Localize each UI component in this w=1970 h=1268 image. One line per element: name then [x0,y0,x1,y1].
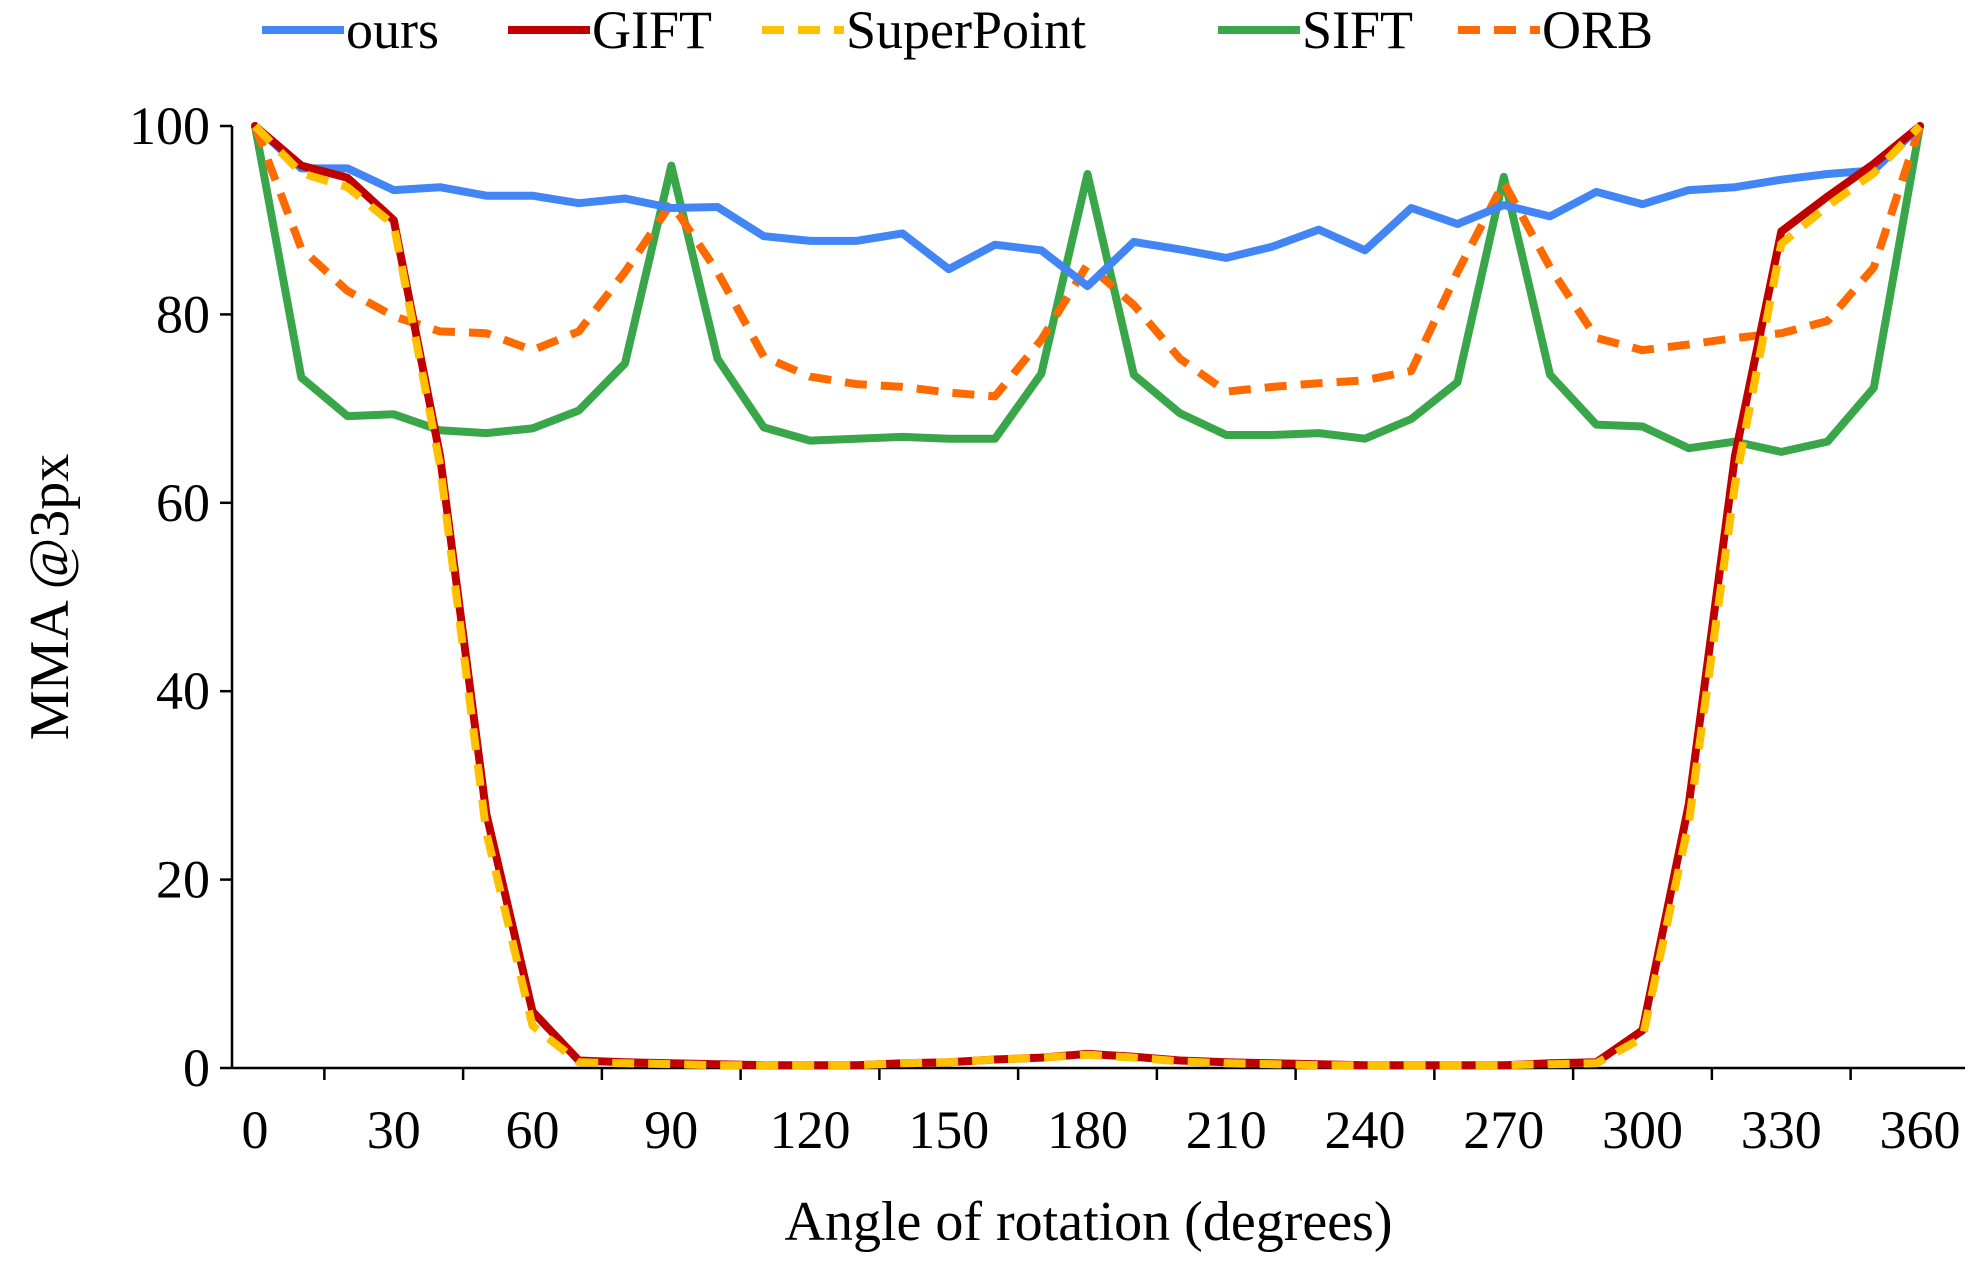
y-tick-label: 40 [156,661,210,721]
x-tick-label: 300 [1602,1100,1683,1160]
y-axis: 0 20 40 60 80 100 [129,96,234,1098]
x-axis-title: Angle of rotation (degrees) [785,1191,1393,1253]
series-line-superpoint [252,123,1923,1070]
series-line-orb [251,124,1924,401]
x-tick-label: 330 [1741,1100,1822,1160]
x-tick-label: 240 [1325,1100,1406,1160]
legend-item-ours: ours [262,0,439,60]
legend-label: GIFT [592,0,712,60]
legend: ours GIFT SuperPoint SIFT ORB [262,0,1653,60]
y-tick-label: 100 [129,96,210,156]
y-axis-title: MMA @3px [19,454,81,741]
x-tick-label: 30 [367,1100,421,1160]
x-tick-label: 120 [770,1100,851,1160]
x-tick-label: 90 [644,1100,698,1160]
series-layer [251,122,1924,1070]
x-tick-label: 210 [1186,1100,1267,1160]
y-tick-label: 0 [183,1038,210,1098]
legend-label: SIFT [1302,0,1413,60]
x-tick-label: 0 [242,1100,269,1160]
x-tick-label: 60 [506,1100,560,1160]
x-tick-label: 360 [1880,1100,1961,1160]
x-tick-label: 270 [1463,1100,1544,1160]
x-tick-label: 150 [908,1100,989,1160]
x-tick-label: 180 [1047,1100,1128,1160]
legend-item-gift: GIFT [508,0,712,60]
legend-label: ORB [1542,0,1653,60]
legend-label: ours [346,0,439,60]
legend-item-sift: SIFT [1218,0,1413,60]
x-axis: 0 30 60 90 120 150 180 210 240 270 300 330 360 [232,1066,1965,1160]
series-line-sift [251,122,1924,456]
y-tick-label: 60 [156,473,210,533]
legend-item-superpoint: SuperPoint [762,0,1086,60]
legend-item-orb: ORB [1458,0,1653,60]
y-tick-label: 80 [156,284,210,344]
series-line-ours [251,122,1924,291]
y-tick-label: 20 [156,850,210,910]
legend-label: SuperPoint [846,0,1086,60]
